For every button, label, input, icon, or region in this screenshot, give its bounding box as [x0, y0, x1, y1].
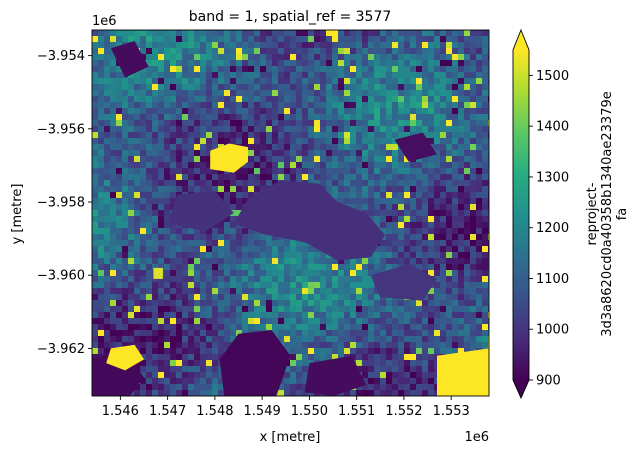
region-bright-10 [437, 348, 489, 396]
y-tick-label: −3.956 [37, 122, 85, 137]
region-lake-0 [233, 180, 385, 261]
colorbar-gradient [513, 50, 529, 380]
x-tick-label: 1.552 [385, 404, 422, 419]
colorbar-tick-label: 900 [536, 374, 561, 389]
x-tick-label: 1.553 [433, 404, 470, 419]
y-axis-ticks: −3.954 −3.956 −3.958 −3.960 −3.962 [37, 49, 92, 357]
y-tick-label: −3.960 [37, 269, 85, 284]
colorbar-label-line-2: 3d3a8620cd0a40358b1340ae23379e [600, 91, 615, 337]
y-axis-label: y [metre] [10, 184, 25, 245]
region-dark-7 [394, 132, 437, 162]
colorbar-label: reproject- 3d3a8620cd0a40358b1340ae23379… [585, 91, 630, 337]
region-lake-2 [370, 264, 437, 301]
x-offset-label: 1e6 [464, 430, 489, 445]
colorbar-tick-label: 1400 [536, 120, 569, 135]
region-bright-9 [106, 344, 144, 371]
region-bright-8 [210, 143, 248, 173]
x-axis-ticks: 1.546 1.547 1.548 1.549 1.550 1.551 1.552 1.553 [102, 396, 470, 419]
colorbar-extend-max [513, 30, 529, 50]
colorbar-tick-label: 1000 [536, 323, 569, 338]
region-lake-1 [167, 191, 234, 232]
x-tick-label: 1.547 [149, 404, 186, 419]
y-tick-label: −3.962 [37, 342, 85, 357]
colorbar-tick-label: 1500 [536, 69, 569, 84]
colorbar: 900 1000 1100 1200 1300 1400 1500 reproject- 3… [512, 28, 630, 400]
chart-title: band = 1, spatial_ref = 3577 [189, 9, 392, 25]
colorbar-ticks: 900 1000 1100 1200 1300 1400 1500 [529, 69, 569, 389]
y-tick-label: −3.958 [37, 196, 85, 211]
region-dark-3 [219, 330, 291, 396]
region-bright-11 [153, 267, 163, 279]
y-offset-label: 1e6 [92, 14, 117, 29]
colorbar-tick-label: 1100 [536, 272, 569, 287]
x-axis-label: x [metre] [260, 430, 321, 445]
x-tick-label: 1.548 [196, 404, 233, 419]
x-tick-label: 1.546 [102, 404, 139, 419]
region-dark-5 [110, 41, 149, 78]
colorbar-outline [512, 28, 530, 400]
colorbar-label-line-3: fa [615, 208, 630, 221]
heatmap-regions [92, 41, 489, 396]
region-dark-6 [304, 355, 367, 396]
colorbar-tick-label: 1300 [536, 170, 569, 185]
x-tick-label: 1.550 [291, 404, 328, 419]
axes-frame [91, 29, 490, 397]
colorbar-tick-label: 1200 [536, 221, 569, 236]
x-tick-label: 1.551 [338, 404, 375, 419]
y-tick-label: −3.954 [37, 49, 85, 64]
colorbar-label-line-1: reproject- [585, 182, 600, 245]
colorbar-extend-min [513, 380, 529, 398]
x-tick-label: 1.549 [244, 404, 281, 419]
